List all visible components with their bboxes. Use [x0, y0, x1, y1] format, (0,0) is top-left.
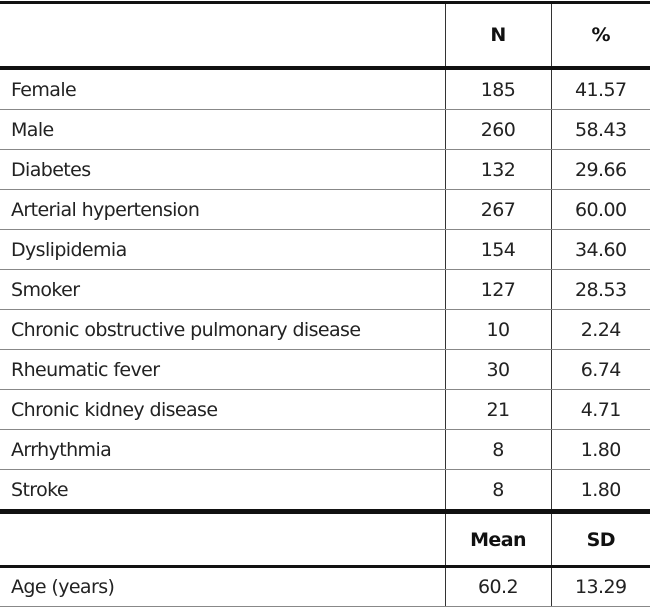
row-percent: 41.57	[550, 68, 650, 110]
table-row: Smoker 127 28.53	[0, 269, 650, 310]
row-n: 260	[444, 109, 551, 150]
table-row: Female 185 41.57	[0, 68, 650, 110]
row-label: Smoker	[0, 269, 445, 310]
row-percent: 1.80	[550, 429, 650, 470]
table-row: Dyslipidemia 154 34.60	[0, 229, 650, 270]
row-percent: 4.71	[550, 389, 650, 430]
row-percent: 58.43	[550, 109, 650, 150]
row-mean: 60.2	[444, 566, 551, 607]
table-row: Chronic kidney disease 21 4.71	[0, 389, 650, 430]
row-percent: 6.74	[550, 349, 650, 390]
row-n: 132	[444, 149, 551, 190]
row-label: Arterial hypertension	[0, 189, 445, 230]
table-row: Male 260 58.43	[0, 109, 650, 150]
header-label	[0, 1, 445, 70]
table-row: Arrhythmia 8 1.80	[0, 429, 650, 470]
row-n: 10	[444, 309, 551, 350]
table-row: Age (years) 60.2 13.29	[0, 566, 650, 607]
header-row: N %	[0, 1, 650, 70]
row-label: Stroke	[0, 469, 445, 514]
header-percent: %	[550, 1, 650, 70]
row-n: 267	[444, 189, 551, 230]
row-n: 185	[444, 68, 551, 110]
header-mean: Mean	[444, 511, 551, 568]
table-row: Arterial hypertension 267 60.00	[0, 189, 650, 230]
row-n: 30	[444, 349, 551, 390]
table-row: Diabetes 132 29.66	[0, 149, 650, 190]
table-row: Chronic obstructive pulmonary disease 10 2…	[0, 309, 650, 350]
header-row-2: Mean SD	[0, 511, 650, 568]
row-percent: 60.00	[550, 189, 650, 230]
row-label: Dyslipidemia	[0, 229, 445, 270]
table-row: Stroke 8 1.80	[0, 469, 650, 514]
row-sd: 13.29	[550, 566, 650, 607]
row-n: 21	[444, 389, 551, 430]
row-label: Arrhythmia	[0, 429, 445, 470]
header2-label	[0, 511, 445, 568]
row-n: 127	[444, 269, 551, 310]
row-label: Female	[0, 68, 445, 110]
row-label: Age (years)	[0, 566, 445, 607]
row-label: Rheumatic fever	[0, 349, 445, 390]
row-percent: 34.60	[550, 229, 650, 270]
row-percent: 1.80	[550, 469, 650, 514]
row-n: 154	[444, 229, 551, 270]
row-percent: 2.24	[550, 309, 650, 350]
row-label: Chronic obstructive pulmonary disease	[0, 309, 445, 350]
row-label: Chronic kidney disease	[0, 389, 445, 430]
row-n: 8	[444, 469, 551, 514]
header-sd: SD	[550, 511, 650, 568]
table-row: Rheumatic fever 30 6.74	[0, 349, 650, 390]
header-n: N	[444, 1, 551, 70]
row-percent: 29.66	[550, 149, 650, 190]
row-label: Diabetes	[0, 149, 445, 190]
row-n: 8	[444, 429, 551, 470]
row-percent: 28.53	[550, 269, 650, 310]
row-label: Male	[0, 109, 445, 150]
